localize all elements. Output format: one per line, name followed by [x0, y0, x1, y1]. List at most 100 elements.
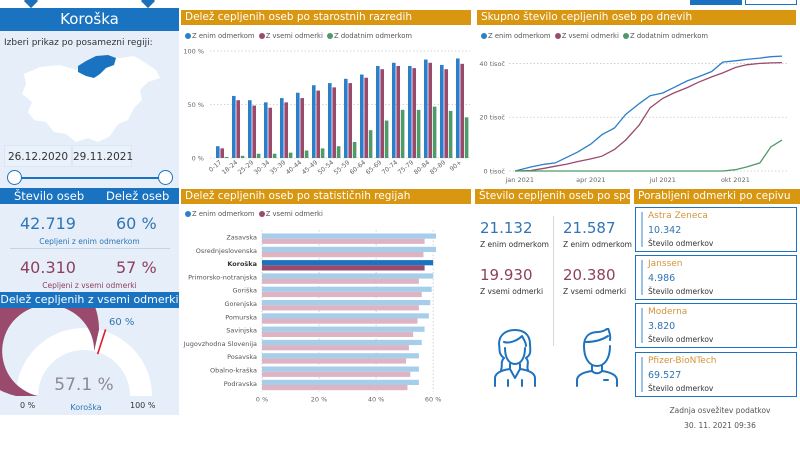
legend-label[interactable]: Z enim odmerkom — [192, 210, 255, 218]
region-label: Koroška — [227, 260, 257, 268]
x-tick-label: apr 2021 — [576, 176, 605, 184]
bar-one-dose — [262, 286, 432, 292]
man-icon — [576, 328, 618, 387]
bar-one-dose — [216, 146, 220, 158]
bar-all-doses — [284, 102, 288, 158]
gauge-value-arc — [0, 308, 100, 396]
one-dose-share: 60 % — [116, 214, 157, 233]
gauge-chart: 60 % 57.1 % 0 % Koroška 100 % — [0, 308, 156, 412]
top-slicer-marker — [140, 0, 156, 9]
gauge-max-label: 100 % — [130, 401, 156, 410]
legend-label[interactable]: Z vsemi odmerki — [265, 210, 323, 218]
bar-all-doses — [412, 68, 416, 158]
map-region-koroska[interactable] — [78, 55, 116, 78]
legend-label[interactable]: Z enim odmerkom — [192, 32, 255, 40]
map-region-base[interactable] — [22, 56, 160, 142]
x-tick-label: 25-29 — [237, 159, 256, 176]
legend-label[interactable]: Z vsemi odmerki — [265, 32, 323, 40]
refresh-time: 30. 11. 2021 09:36 — [684, 421, 756, 430]
date-slider-end-handle[interactable] — [158, 170, 173, 185]
x-tick-label: jan 2021 — [504, 176, 534, 184]
region-legend: Z enim odmerkom Z vsemi odmerki — [183, 210, 323, 218]
bar-one-dose — [408, 65, 412, 158]
bar-booster — [368, 130, 373, 158]
x-tick-label: jul 2021 — [649, 176, 676, 184]
slovenia-map[interactable] — [10, 52, 170, 147]
bar-booster — [224, 156, 229, 158]
legend-label[interactable]: Z enim odmerkom — [488, 32, 551, 40]
count-header: Število oseb — [14, 189, 85, 203]
x-tick-label: 35-39 — [269, 159, 288, 176]
bar-one-dose — [262, 366, 419, 372]
vaccine-card-astrazeneca: Astra Zeneca 10.342 Število odmerkov — [635, 207, 797, 252]
male-all-doses-caption: Z vsemi odmerki — [563, 287, 627, 296]
legend-label[interactable]: Z dodatnim odmerkom — [334, 32, 412, 40]
y-tick-label: 0 tisoč — [484, 168, 506, 176]
x-tick-label: 70-74 — [381, 159, 400, 176]
bar-all-doses — [262, 278, 419, 284]
top-nav-button-outline[interactable] — [745, 0, 797, 5]
date-slider-start-handle[interactable] — [7, 170, 22, 185]
female-all-doses-caption: Z vsemi odmerki — [480, 287, 544, 296]
stats-header: Število oseb Delež oseb — [0, 188, 179, 204]
bar-one-dose — [232, 95, 236, 158]
bar-booster — [432, 106, 437, 158]
region-select-label: Izberi prikaz po posamezni regiji: — [4, 38, 153, 48]
line-series-booster — [515, 139, 783, 172]
x-tick-label: 0 % — [256, 396, 268, 404]
bar-one-dose — [262, 339, 422, 346]
age-legend: Z enim odmerkom Z vsemi odmerki Z dodatn… — [183, 32, 412, 40]
age-bar-chart: 0 %50 %100 %0-1718-2425-2930-3435-3940-4… — [183, 48, 470, 176]
bar-all-doses — [268, 107, 272, 158]
bar-all-doses — [300, 98, 304, 158]
bar-one-dose — [262, 353, 419, 359]
bar-one-dose — [344, 78, 348, 158]
vaccine-caption: Število odmerkov — [648, 384, 714, 393]
y-tick-label: 0 % — [192, 155, 204, 163]
date-to[interactable]: 29.11.2021 — [72, 145, 133, 167]
male-all-doses: 20.380 — [563, 266, 616, 284]
region-label: Posavska — [227, 353, 257, 361]
gauge-min-label: 0 % — [20, 401, 36, 410]
gauge-title: Delež cepljenih z vsemi odmerki — [0, 292, 179, 308]
legend-dot-plum — [554, 32, 561, 39]
legend-dot-blue — [481, 32, 487, 39]
one-dose-caption: Cepljeni z enim odmerkom — [39, 237, 140, 246]
bar-one-dose — [328, 83, 332, 158]
age-panel-title: Delež cepljenih oseb po starostnih razre… — [181, 10, 471, 25]
date-slider-track[interactable] — [14, 177, 164, 179]
bar-booster — [304, 150, 309, 158]
bar-all-doses — [380, 69, 384, 158]
y-tick-label: 20 tisoč — [479, 114, 505, 122]
legend-label[interactable]: Z dodatnim odmerkom — [630, 32, 708, 40]
bar-one-dose — [264, 102, 268, 158]
legend-dot-plum — [258, 210, 265, 217]
bar-all-doses — [252, 105, 256, 158]
region-title: Koroška — [0, 8, 179, 31]
female-all-doses: 19.930 — [480, 266, 533, 284]
bar-one-dose — [262, 233, 436, 239]
vaccine-doses: 3.820 — [648, 321, 676, 332]
refresh-label: Zadnja osvežitev podatkov — [669, 406, 771, 415]
bar-booster — [464, 117, 469, 158]
bar-booster — [256, 153, 261, 158]
bar-one-dose — [392, 62, 396, 158]
region-label: Pomurska — [225, 313, 257, 321]
bar-all-doses — [220, 148, 224, 158]
y-tick-label: 40 tisoč — [479, 60, 505, 68]
male-one-dose-caption: Z enim odmerkom — [563, 240, 632, 249]
bar-all-doses — [348, 83, 352, 158]
legend-label[interactable]: Z vsemi odmerki — [561, 32, 619, 40]
bar-all-doses — [262, 305, 419, 311]
woman-icon — [494, 329, 536, 387]
vaccine-doses: 69.527 — [648, 370, 682, 381]
bar-all-doses — [262, 345, 409, 351]
top-nav-button[interactable] — [690, 0, 742, 5]
top-slicer-marker — [23, 0, 39, 9]
share-header: Delež oseb — [106, 189, 170, 203]
date-from[interactable]: 26.12.2020 — [4, 145, 72, 167]
one-dose-count: 42.719 — [20, 214, 76, 233]
region-label: Podravska — [224, 380, 257, 388]
legend-dot-green — [327, 32, 334, 39]
bar-booster — [272, 153, 277, 158]
